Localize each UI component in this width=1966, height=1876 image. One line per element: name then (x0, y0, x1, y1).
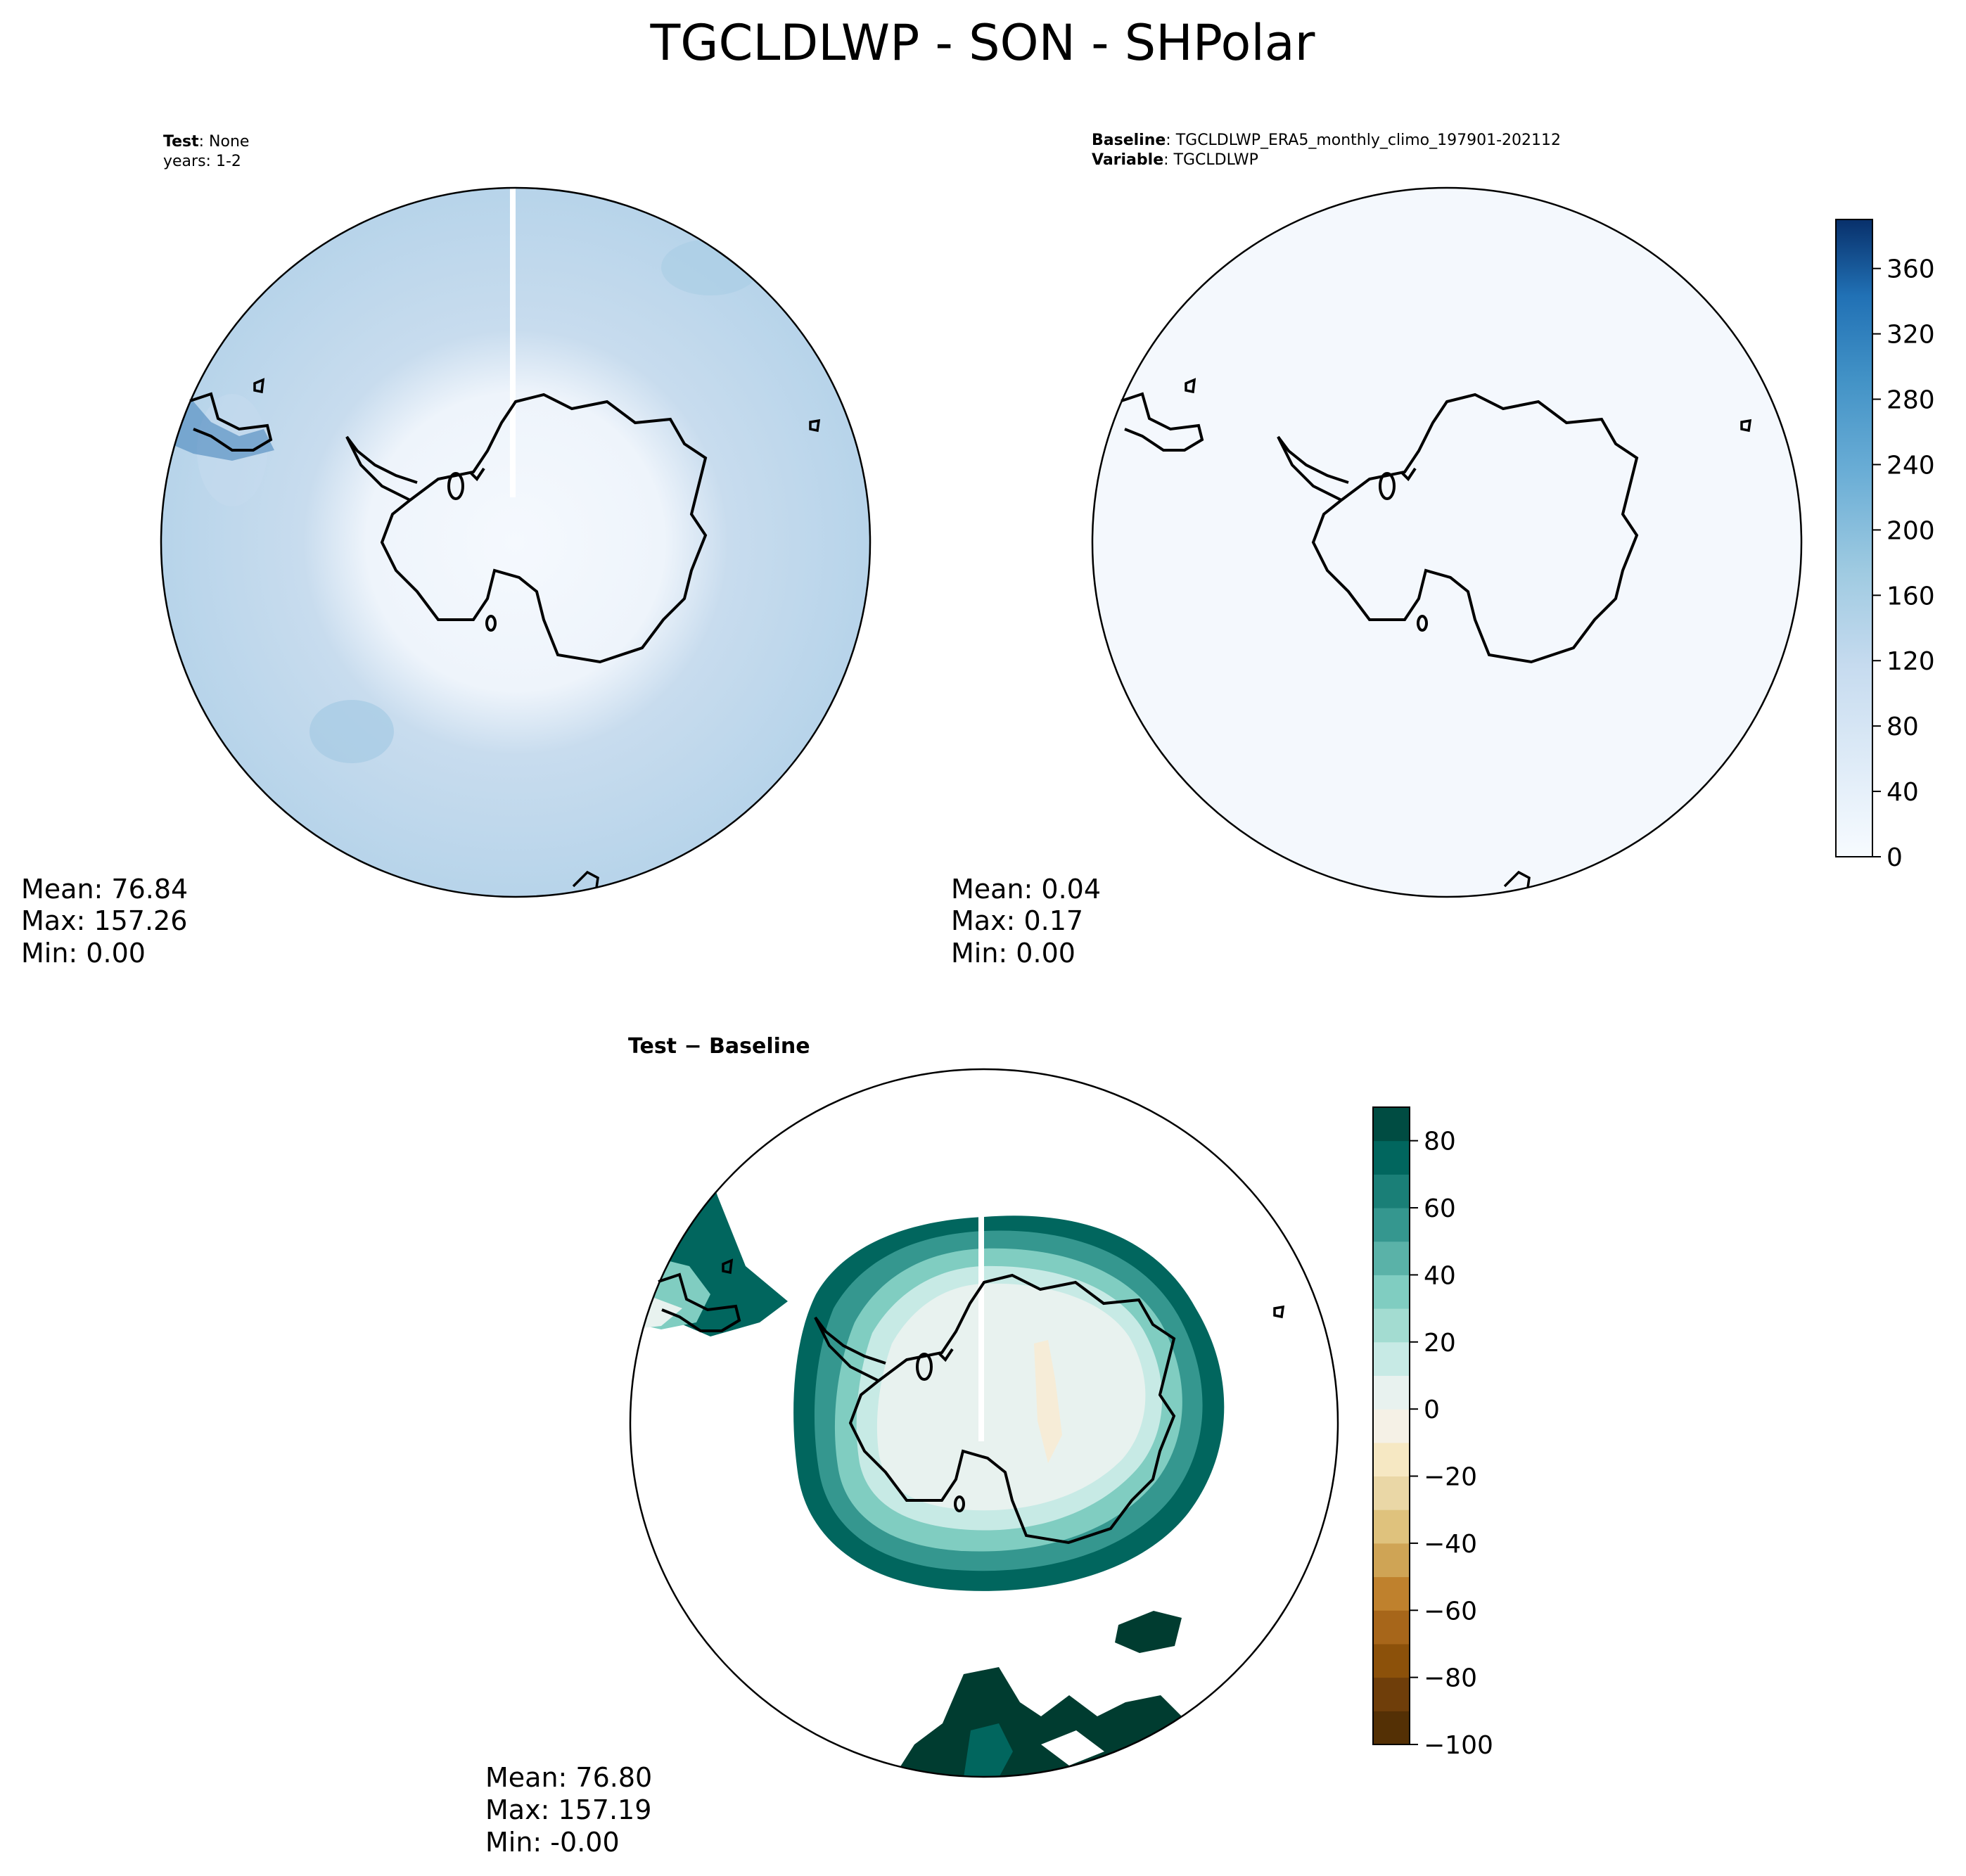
test-max-stat: Max: 157.26 (21, 905, 187, 936)
test-years-label: years: 1-2 (163, 153, 241, 170)
colorbar-band (1373, 1677, 1410, 1711)
colorbar-tick-label: 80 (1887, 713, 1919, 741)
difference-mean-stat: Mean: 76.80 (485, 1762, 652, 1793)
colorbar-tick-label: 160 (1887, 582, 1935, 611)
baseline-map-field (1091, 186, 1803, 898)
colorbar-band (1373, 1107, 1410, 1142)
colorbar-tick-label: −20 (1424, 1463, 1477, 1492)
colorbar-band (1373, 1341, 1410, 1376)
colorbar-band (1373, 1711, 1410, 1745)
test-min-stat: Min: 0.00 (21, 938, 146, 969)
difference-max-stat: Max: 157.19 (485, 1794, 651, 1825)
baseline-panel: Baseline: TGCLDLWP_ERA5_monthly_climo_19… (951, 132, 1935, 969)
colorbar-tick-label: −60 (1424, 1597, 1477, 1626)
colorbar-band (1373, 1174, 1410, 1208)
colorbar-tick-label: 60 (1424, 1194, 1456, 1223)
colorbar-band (1373, 1476, 1410, 1510)
baseline-min-stat: Min: 0.00 (951, 938, 1075, 969)
figure-title: TGCLDLWP - SON - SHPolar (650, 14, 1315, 72)
colorbar-band (1373, 1643, 1410, 1678)
difference-map-field (630, 1069, 1338, 1777)
colorbar-tick-label: 280 (1887, 386, 1935, 415)
colorbar-band (1373, 1140, 1410, 1175)
test-panel: Test: None years: 1-2 Mean: 76.84 Max: 1… (21, 133, 872, 969)
test-map-field (161, 188, 870, 897)
colorbar-tick-label: 240 (1887, 451, 1935, 480)
difference-colorbar-bands (1373, 1107, 1410, 1745)
colorbar-tick-label: 40 (1424, 1261, 1456, 1290)
colorbar-band (1373, 1375, 1410, 1410)
difference-map-boundary (629, 1068, 1339, 1778)
test-map-boundary (160, 186, 872, 898)
colorbar-band (1373, 1208, 1410, 1242)
baseline-colorbar: 0 40 80 120 160 200 240 280 320 360 (1835, 219, 1935, 872)
colorbar-band (1373, 1241, 1410, 1275)
colorbar-band (1373, 1576, 1410, 1611)
difference-colorbar: 80 60 40 20 0 −20 −40 −60 −80 −100 (1372, 1106, 1493, 1760)
difference-panel: Test − Baseline Mean: 76.80 Max: 157.19 … (485, 1034, 1493, 1858)
colorbar-band (1373, 1409, 1410, 1443)
baseline-label: Baseline: TGCLDLWP_ERA5_monthly_climo_19… (1092, 132, 1561, 149)
colorbar-tick-label: 200 (1887, 516, 1935, 545)
colorbar-band (1373, 1510, 1410, 1544)
colorbar-tick-label: 0 (1424, 1396, 1440, 1424)
colorbar-band (1373, 1442, 1410, 1477)
baseline-mean-stat: Mean: 0.04 (951, 874, 1101, 905)
colorbar-tick-label: −80 (1424, 1664, 1477, 1693)
colorbar-tick-label: 320 (1887, 321, 1935, 350)
test-label: Test: None (163, 133, 249, 151)
colorbar-tick-label: 120 (1887, 647, 1935, 676)
colorbar-tick-label: −40 (1424, 1530, 1477, 1559)
baseline-max-stat: Max: 0.17 (951, 905, 1083, 936)
colorbar-tick-label: 40 (1887, 778, 1919, 807)
test-mean-stat: Mean: 76.84 (21, 874, 188, 905)
colorbar-band (1373, 1610, 1410, 1645)
colorbar-tick-label: −100 (1424, 1731, 1493, 1760)
colorbar-band (1373, 1308, 1410, 1343)
baseline-colorbar-ticks: 0 40 80 120 160 200 240 280 320 360 (1872, 255, 1935, 872)
baseline-variable-label: Variable: TGCLDLWP (1092, 151, 1258, 169)
difference-colorbar-ticks: 80 60 40 20 0 −20 −40 −60 −80 −100 (1410, 1128, 1493, 1760)
colorbar-tick-label: 80 (1424, 1128, 1456, 1156)
colorbar-tick-label: 360 (1887, 255, 1935, 284)
colorbar-tick-label: 20 (1424, 1329, 1456, 1358)
difference-min-stat: Min: -0.00 (485, 1827, 620, 1858)
difference-title: Test − Baseline (628, 1034, 810, 1059)
colorbar-tick-label: 0 (1887, 843, 1903, 872)
colorbar-band (1373, 1275, 1410, 1309)
colorbar-band (1373, 1543, 1410, 1578)
